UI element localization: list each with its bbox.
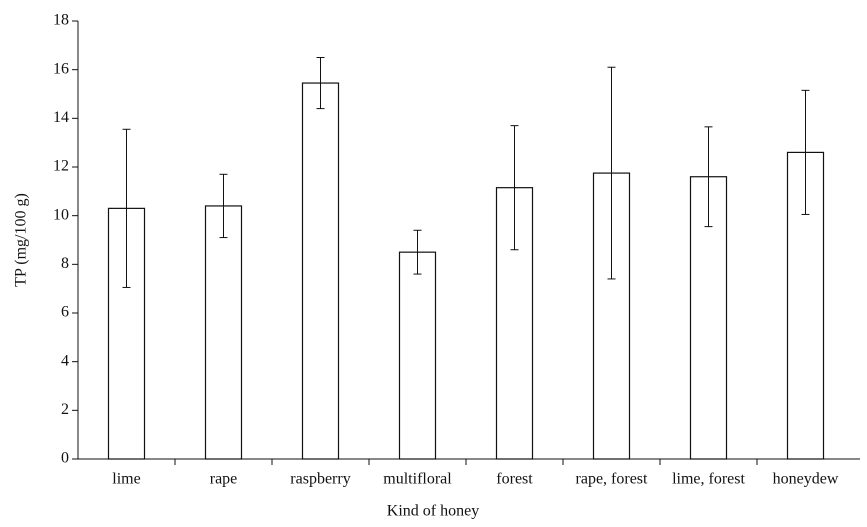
bar xyxy=(398,251,437,460)
bar xyxy=(204,205,243,460)
x-tick-label: honeydew xyxy=(773,471,839,488)
y-axis-label: TP (mg/100 g) xyxy=(13,193,30,287)
y-tick-label: 8 xyxy=(61,255,69,272)
x-tick-label: lime, forest xyxy=(672,471,745,488)
y-tick-label: 2 xyxy=(61,401,69,418)
x-tick-label: forest xyxy=(496,471,533,488)
y-tick-label: 16 xyxy=(53,60,69,77)
x-tick-label: rape xyxy=(210,471,238,488)
y-tick-label: 4 xyxy=(61,352,69,369)
y-tick-label: 0 xyxy=(61,450,69,467)
x-axis-label: Kind of honey xyxy=(387,503,479,520)
x-tick-label: lime xyxy=(112,471,140,488)
bar xyxy=(301,82,340,460)
x-tick-label: multifloral xyxy=(383,471,452,488)
y-tick-label: 10 xyxy=(53,206,69,223)
y-tick-label: 6 xyxy=(61,304,69,321)
y-tick-label: 18 xyxy=(53,12,69,29)
x-tick-label: raspberry xyxy=(290,471,350,488)
y-tick-label: 14 xyxy=(53,109,69,126)
y-tick-label: 12 xyxy=(53,158,69,175)
x-tick-label: rape, forest xyxy=(576,471,649,488)
